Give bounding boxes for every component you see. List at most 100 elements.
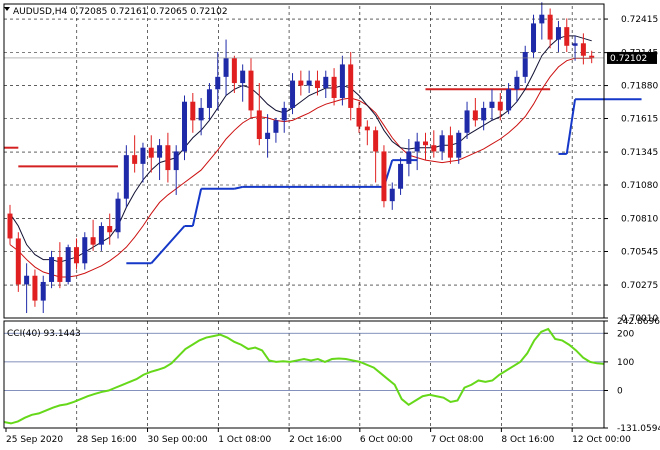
candle — [331, 68, 337, 106]
time-tick-label: 7 Oct 08:00 — [431, 435, 484, 445]
candle-body — [306, 80, 312, 86]
candle-body — [348, 64, 354, 108]
candlesticks — [7, 2, 595, 314]
collapse-triangle-icon[interactable] — [4, 7, 10, 11]
candle — [497, 93, 503, 121]
candle-body — [73, 247, 79, 264]
candle — [140, 142, 146, 183]
support-line-connector — [150, 225, 186, 264]
candle-body — [414, 141, 420, 152]
candle-body — [265, 132, 271, 140]
candle-body — [381, 151, 387, 202]
candle — [115, 192, 121, 239]
candle-body — [472, 110, 478, 121]
candle-body — [406, 151, 412, 164]
candle-body — [555, 27, 561, 40]
price-pane-frame — [3, 3, 605, 319]
candle — [49, 250, 55, 289]
candle — [281, 101, 287, 133]
current-price-label: 0.72102 — [610, 54, 647, 64]
candle — [73, 238, 79, 270]
candle-body — [165, 145, 171, 171]
candle — [439, 130, 445, 161]
candle-body — [373, 130, 379, 152]
price-tick-label: 0.70010 — [621, 314, 658, 324]
candle-body — [489, 101, 495, 108]
candle — [522, 45, 528, 84]
candle — [298, 70, 304, 96]
candle — [472, 97, 478, 127]
price-tick-label: 0.71345 — [621, 148, 658, 158]
candle — [290, 73, 296, 115]
candle-body — [215, 76, 221, 90]
candle-body — [273, 120, 279, 133]
support-line-connector — [191, 188, 203, 227]
candle — [173, 145, 179, 195]
candle-body — [522, 51, 528, 77]
symbol-title: AUDUSD,H4 0.72085 0.72161 0.72065 0.7210… — [13, 7, 228, 17]
candle — [547, 8, 553, 49]
candle — [182, 95, 188, 161]
candle-body — [539, 14, 545, 24]
candle — [190, 93, 196, 133]
candle-body — [123, 155, 129, 199]
candle — [506, 83, 512, 115]
cci-axis-ticks: 242.8696 200 100 0 -131.0594 — [604, 317, 660, 434]
candle-body — [290, 80, 296, 108]
candle — [256, 83, 262, 146]
candle-body — [464, 110, 470, 133]
candle-body — [456, 132, 462, 158]
candle — [165, 132, 171, 183]
candle — [90, 219, 96, 251]
cci-pane[interactable]: 242.8696 200 100 0 -131.0594 CCI(40) 93.1443 — [3, 317, 660, 434]
candle — [531, 14, 537, 59]
price-tick-label: 0.71615 — [621, 114, 658, 124]
symbol-header: AUDUSD,H4 0.72085 0.72161 0.72065 0.7210… — [4, 7, 228, 17]
candle-body — [356, 107, 362, 127]
time-tick-label: 1 Oct 08:00 — [218, 435, 271, 445]
price-tick-label: 0.71080 — [621, 181, 658, 191]
candle — [339, 55, 345, 106]
candle-body — [323, 76, 329, 89]
candle-body — [514, 76, 520, 90]
support-resistance-levels — [4, 88, 642, 265]
candle — [381, 145, 387, 208]
candle-body — [115, 198, 121, 233]
candle-body — [223, 58, 229, 77]
candle-body — [481, 107, 487, 121]
pane-frames — [3, 3, 605, 429]
candle — [489, 89, 495, 121]
price-tick-label: 0.72415 — [621, 15, 658, 25]
cci-pane-frame — [3, 320, 605, 429]
candle — [206, 83, 212, 121]
cci-tick-label: 200 — [617, 329, 634, 339]
candle-body — [32, 275, 38, 301]
candle — [306, 70, 312, 94]
time-tick-label: 30 Sep 00:00 — [148, 435, 208, 445]
candle-body — [7, 213, 13, 239]
candle — [514, 70, 520, 102]
candle-body — [198, 107, 204, 121]
price-tick-label: 0.71880 — [621, 82, 658, 92]
candle — [481, 101, 487, 131]
price-pane[interactable]: 0.724150.721450.718800.716150.713450.710… — [4, 2, 658, 324]
candle — [422, 132, 428, 161]
candle — [456, 130, 462, 164]
candle-body — [240, 70, 246, 84]
candle — [215, 51, 221, 111]
candle-body — [190, 101, 196, 121]
candle-body — [422, 141, 428, 146]
candle — [157, 139, 163, 181]
candle — [98, 222, 104, 251]
candle — [132, 135, 138, 173]
candle — [57, 242, 63, 289]
candle — [123, 145, 129, 208]
candle-body — [173, 151, 179, 171]
cci-tick-label: 242.8696 — [617, 317, 660, 327]
candle-body — [24, 275, 30, 285]
candle-body — [389, 188, 395, 202]
time-tick-label: 6 Oct 00:00 — [360, 435, 413, 445]
candle — [464, 101, 470, 140]
